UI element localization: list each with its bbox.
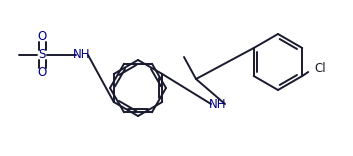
Text: Cl: Cl xyxy=(314,61,326,75)
Text: O: O xyxy=(37,31,47,44)
Text: NH: NH xyxy=(209,98,227,110)
Text: S: S xyxy=(38,49,46,61)
Text: O: O xyxy=(37,66,47,80)
Text: NH: NH xyxy=(73,49,91,61)
